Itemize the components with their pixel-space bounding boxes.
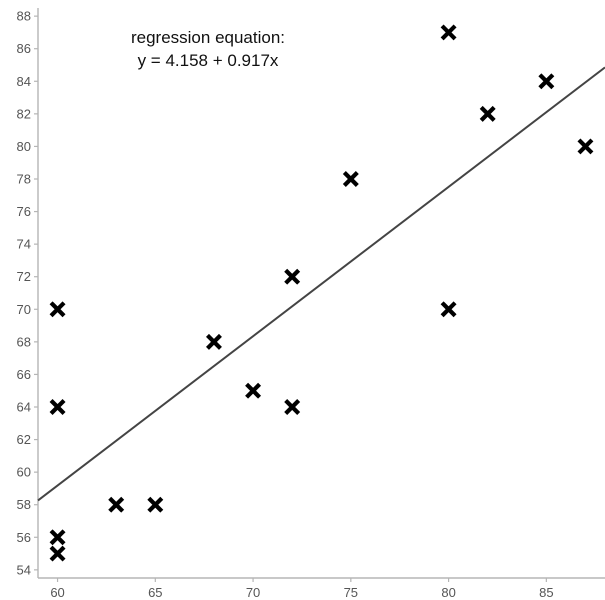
annotation-line-1: regression equation:: [131, 28, 285, 47]
y-axis-ticks: 54 56 58 60 62 64 66 68 70 72 74 76 78 80 82 84 86 88: [17, 9, 38, 577]
y-tick-label: 88: [17, 9, 31, 24]
y-tick-label: 70: [17, 302, 31, 317]
data-point: [479, 105, 496, 122]
y-tick-label: 54: [17, 562, 31, 577]
regression-annotation: regression equation: y = 4.158 + 0.917x: [131, 28, 285, 70]
x-tick-label: 65: [148, 585, 162, 600]
data-point: [284, 399, 301, 415]
data-point: [538, 73, 555, 90]
y-tick-label: 58: [17, 497, 31, 512]
x-tick-label: 75: [344, 585, 358, 600]
data-point: [49, 529, 66, 546]
data-points: [49, 24, 594, 562]
y-tick-label: 84: [17, 74, 31, 89]
x-tick-label: 70: [246, 585, 260, 600]
y-tick-label: 64: [17, 400, 31, 415]
data-point: [147, 496, 164, 513]
y-tick-label: 78: [17, 172, 31, 187]
data-point: [284, 268, 301, 285]
data-point: [245, 382, 262, 399]
x-tick-label: 85: [539, 585, 553, 600]
y-tick-label: 74: [17, 237, 31, 252]
data-point: [342, 171, 359, 187]
y-tick-label: 62: [17, 432, 31, 447]
y-tick-label: 76: [17, 204, 31, 219]
data-point: [49, 301, 66, 318]
regression-layer: [37, 66, 605, 502]
y-tick-label: 60: [17, 465, 31, 480]
data-point: [49, 545, 66, 562]
y-tick-label: 86: [17, 41, 31, 56]
data-point: [108, 496, 125, 513]
annotation-line-2: y = 4.158 + 0.917x: [138, 51, 279, 70]
data-point: [49, 399, 66, 415]
axes: [37, 8, 605, 579]
data-point: [440, 24, 457, 41]
y-tick-label: 66: [17, 367, 31, 382]
y-tick-label: 56: [17, 530, 31, 545]
x-axis-ticks: 60 65 70 75 80 85: [50, 578, 554, 600]
y-tick-label: 82: [17, 106, 31, 121]
x-tick-label: 80: [441, 585, 455, 600]
y-tick-label: 68: [17, 334, 31, 349]
data-point: [577, 138, 594, 155]
data-point: [205, 333, 222, 350]
y-tick-label: 80: [17, 139, 31, 154]
data-point: [440, 301, 457, 318]
regression-line: [37, 66, 605, 502]
y-tick-label: 72: [17, 269, 31, 284]
x-tick-label: 60: [50, 585, 64, 600]
